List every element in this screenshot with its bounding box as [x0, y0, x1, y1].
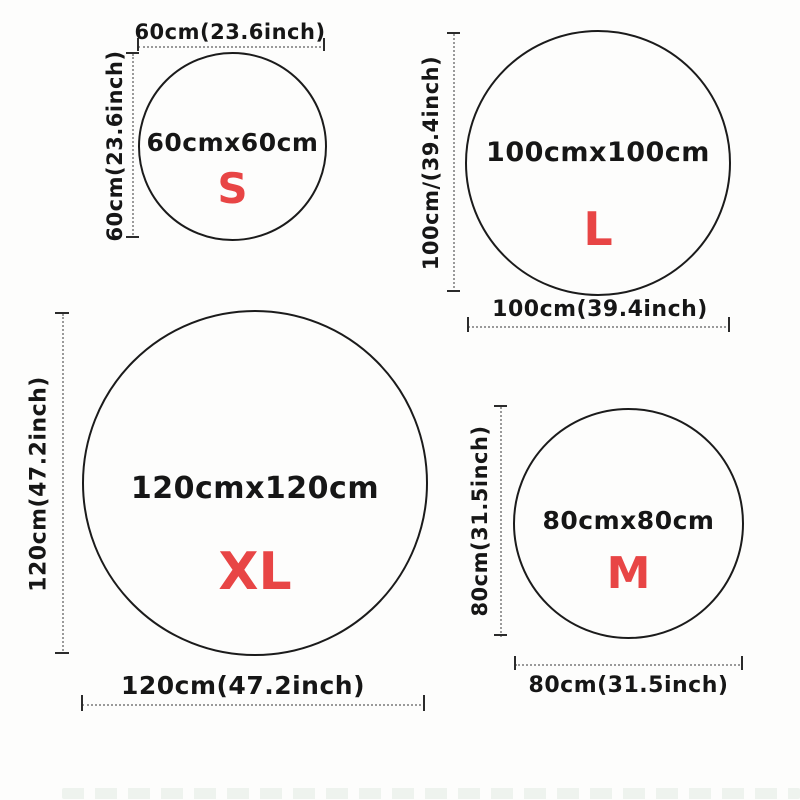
height-dimension-label-l: 100cm/(39.4inch) [419, 55, 443, 271]
size-code-s: S [217, 164, 248, 213]
width-dimension-line-m [515, 664, 743, 666]
dimension-tick [137, 38, 139, 51]
dimension-tick [126, 236, 139, 238]
height-dimension-label-m: 80cm(31.5inch) [468, 425, 492, 617]
size-circle-l [465, 30, 731, 296]
width-dimension-label-l: 100cm(39.4inch) [492, 297, 708, 322]
size-circle-xl [82, 310, 428, 656]
dimension-tick [447, 32, 460, 34]
dimension-tick [494, 634, 507, 636]
width-dimension-label-s: 60cm(23.6inch) [134, 20, 326, 44]
height-dimension-label-xl: 120cm(47.2inch) [26, 376, 52, 592]
size-code-xl: XL [218, 542, 292, 602]
watermark-pattern-strip [62, 788, 800, 799]
dimension-tick [81, 695, 83, 711]
width-dimension-label-xl: 120cm(47.2inch) [120, 671, 366, 700]
dimension-tick [728, 317, 730, 332]
height-dimension-line-l [453, 34, 455, 292]
dimension-tick [514, 656, 516, 670]
dimension-tick [126, 52, 139, 54]
width-dimension-line-s [138, 46, 325, 48]
dimension-tick [447, 290, 460, 292]
dimension-tick [467, 317, 469, 332]
dimension-tick [494, 405, 507, 407]
size-dimensions-text-xl: 120cmx120cm [130, 471, 380, 506]
size-dimensions-text-s: 60cmx60cm [146, 128, 319, 157]
width-dimension-label-m: 80cm(31.5inch) [528, 673, 729, 698]
size-dimensions-text-m: 80cmx80cm [542, 506, 715, 535]
height-dimension-line-xl [62, 314, 64, 654]
size-code-m: M [606, 548, 651, 599]
size-code-l: L [583, 202, 613, 256]
width-dimension-line-xl [82, 704, 425, 706]
dimension-tick [55, 652, 69, 654]
height-dimension-line-s [132, 54, 134, 238]
width-dimension-line-l [468, 326, 730, 328]
dimension-tick [323, 38, 325, 51]
dimension-tick [423, 695, 425, 711]
size-circle-s [138, 52, 327, 241]
height-dimension-label-s: 60cm(23.6inch) [103, 50, 127, 242]
dimension-tick [741, 656, 743, 670]
dimension-tick [55, 312, 69, 314]
height-dimension-line-m [500, 407, 502, 637]
size-dimensions-text-l: 100cmx100cm [486, 137, 710, 168]
size-circle-m [513, 408, 744, 639]
